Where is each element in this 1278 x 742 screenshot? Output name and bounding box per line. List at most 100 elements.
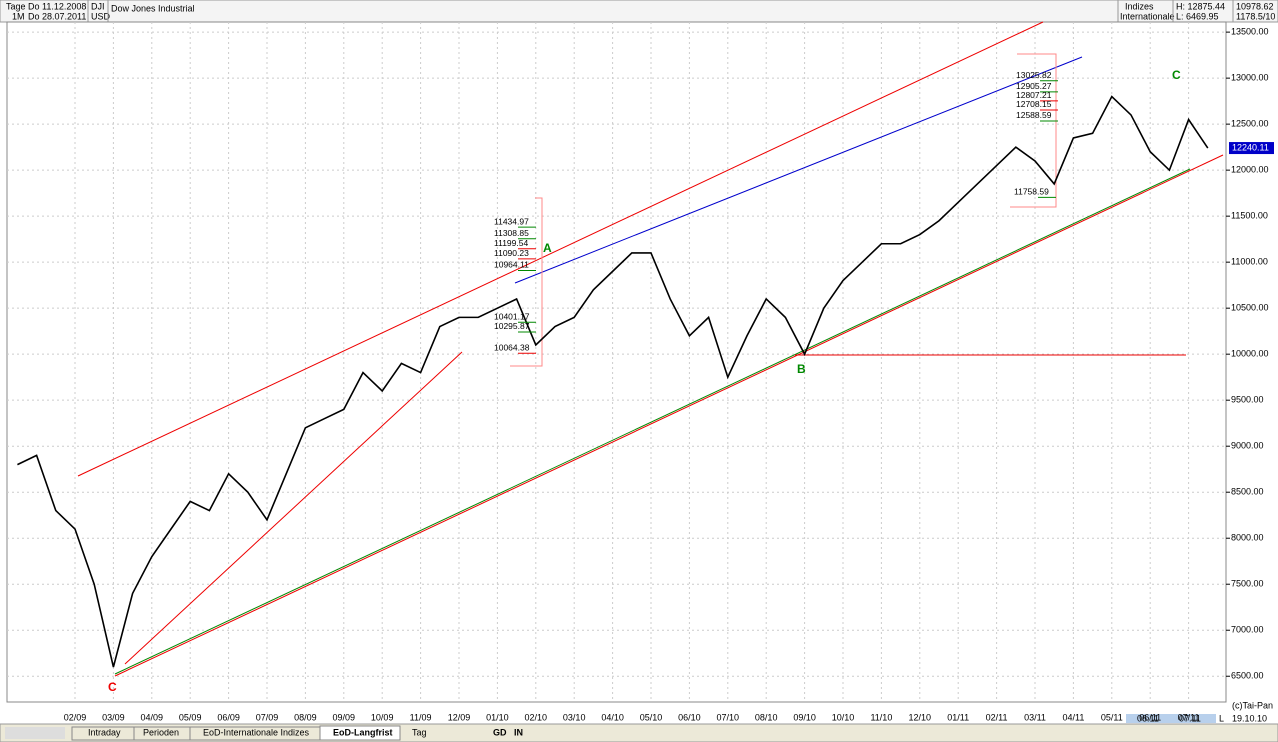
y-tick-label: 7500.00 [1231,579,1264,589]
x-tick-label: 02/10 [525,712,548,722]
y-tick-label: 7000.00 [1231,625,1264,635]
fib-frame [1010,53,1057,208]
footer-date: 19.10.10 [1232,713,1267,723]
x-tick-label: 07/09 [256,712,279,722]
x-tick-label: 03/10 [563,712,586,722]
x-tick-label: 06/09 [217,712,240,722]
fib-frame [510,197,543,367]
price-flag [1229,142,1274,155]
x-tick-label: 09/09 [333,712,356,722]
grid [7,22,1226,702]
fib-label: 10964.11 [494,260,529,270]
x-tick-label: 08/09 [294,712,317,722]
x-tick-label: 06/11 [1139,712,1161,722]
header: Tage Do 11.12.2008 DJI Dow Jones Industr… [0,0,1278,23]
toolbar-icons[interactable] [5,727,65,739]
x-tick-label: 08/10 [755,712,778,722]
fib-label: 11758.59 [1014,187,1049,197]
x-tick-label: 04/11 [1062,712,1084,722]
low: L: 6469.95 [1176,11,1219,21]
x-tick-label: 10/09 [371,712,394,722]
price-flag-label: 12240.11 [1232,142,1269,152]
fib-label: 12588.59 [1016,110,1052,120]
trend-line [114,168,1191,675]
x-tick-label: 06/10 [678,712,701,722]
y-tick-label: 8000.00 [1231,533,1264,543]
x-tick-label: 05/11 [1101,712,1123,722]
x-tick-label: 07/10 [717,712,740,722]
trend-line [124,351,463,665]
y-tick-label: 9000.00 [1231,441,1264,451]
fib-label: 12807.21 [1016,90,1052,100]
annotation: C [1172,68,1181,82]
stat: 10978.62 [1236,1,1274,11]
symbol: DJI [91,1,105,11]
x-tick-label: 11/10 [870,712,892,722]
fib-label: 12905.27 [1016,81,1052,91]
stat: 1178.5/10 [1236,11,1275,21]
fib-label: 11090.23 [494,248,529,258]
price-line [17,95,1209,668]
currency: USD [91,11,111,21]
fib-label: 11434.97 [494,216,529,226]
scroll-end: L [1219,713,1224,723]
x-tick-label: 04/10 [601,712,624,722]
x-tick-label: 11/09 [410,712,432,722]
x-tick-label: 05/09 [179,712,202,722]
x-tick-label: 02/09 [64,712,87,722]
x-tick-label: 04/09 [141,712,164,722]
y-tick-label: 12000.00 [1231,165,1269,175]
y-tick-label: 13000.00 [1231,73,1269,83]
fib-label: 13025.82 [1016,70,1052,80]
group: Indizes [1125,1,1154,11]
tool[interactable]: Tag [412,727,427,737]
trend-line [514,56,1083,284]
y-tick-label: 10000.00 [1231,349,1269,359]
y-tick-label: 13500.00 [1231,26,1269,36]
x-tick-label: 03/09 [102,712,125,722]
fib-label: 10401.17 [494,312,530,322]
fib-label: 11199.54 [494,238,528,248]
trend-line [114,154,1224,677]
fib-label: 10064.38 [494,343,530,353]
y-tick-label: 9500.00 [1231,395,1264,405]
scroll-label: 06.11 [1137,713,1159,723]
x-tick-label: 12/09 [448,712,471,722]
footer: 06.11 07.11 L (c)Tai-Pan 19.10.10 Intrad… [0,700,1278,742]
scroll-label: 07.11 [1179,713,1201,723]
x-tick-label: 09/10 [793,712,816,722]
range: 1M [12,11,25,21]
y-tick-label: 10500.00 [1231,303,1269,313]
x-tick-label: 01/11 [947,712,969,722]
tool[interactable]: IN [514,727,523,737]
x-tick-label: 10/10 [832,712,855,722]
y-tick-label: 12500.00 [1231,119,1269,129]
copyright: (c)Tai-Pan [1232,700,1273,710]
to-date: Do 28.07.2011 [28,11,86,21]
y-tick-label: 11000.00 [1231,257,1268,267]
tab-active[interactable] [319,725,401,741]
annotation: C [108,680,117,694]
tab-label: Perioden [143,727,179,737]
scrollbar[interactable] [1126,714,1216,723]
tab-label: EoD-Internationale Indizes [203,727,310,737]
period: Tage [6,1,26,11]
tab-label: EoD-Langfrist [333,727,393,737]
instrument-name: Dow Jones Industrial [111,3,195,13]
y-tick-label: 8500.00 [1231,487,1264,497]
plot-frame [6,21,1227,703]
x-tick-label: 07/11 [1178,712,1200,722]
fib-label: 11308.85 [494,228,529,238]
y-tick-label: 11500.00 [1231,211,1268,221]
tool[interactable]: GD [493,727,507,737]
fib-label: 12708.15 [1016,99,1052,109]
fib-label: 10295.87 [494,321,530,331]
trend-line [77,21,1044,477]
group: Internationale [1120,11,1175,21]
x-tick-label: 05/10 [640,712,663,722]
tab-label: Intraday [88,727,121,737]
x-tick-label: 03/11 [1024,712,1046,722]
